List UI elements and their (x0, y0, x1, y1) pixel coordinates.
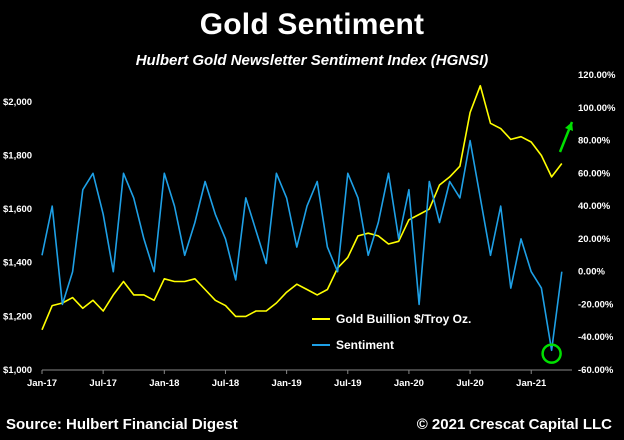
x-tick-label: Jul-17 (89, 378, 116, 389)
gold-price-line (41, 84, 563, 331)
x-tick-label: Jul-18 (212, 378, 239, 389)
series-layer (41, 84, 563, 352)
legend: Gold Buillion $/Troy Oz. Sentiment (312, 312, 471, 352)
x-tick-label: Jan-19 (272, 378, 302, 389)
annotation-layer (541, 121, 574, 364)
y-left-tick-label: $1,600 (3, 204, 32, 215)
y-left-tick-label: $1,400 (3, 258, 32, 269)
y-right-tick-label: -60.00% (578, 365, 614, 376)
y-right-tick-label: 120.00% (578, 70, 616, 81)
x-tick-label: Jan-21 (516, 378, 547, 389)
x-tick-label: Jul-20 (456, 378, 483, 389)
y-right-tick-label: 60.00% (578, 168, 611, 179)
legend-label-gold: Gold Buillion $/Troy Oz. (336, 312, 471, 326)
copyright-footnote: © 2021 Crescat Capital LLC (416, 416, 612, 433)
y-right-tick-label: 0.00% (578, 267, 605, 278)
x-tick-label: Jan-20 (394, 378, 424, 389)
x-tick-label: Jan-17 (27, 378, 57, 389)
y-right-tick-label: -40.00% (578, 332, 614, 343)
y-left-tick-label: $1,000 (3, 365, 32, 376)
y-right-tick-label: 20.00% (578, 234, 611, 245)
legend-label-sentiment: Sentiment (336, 338, 394, 352)
y-right-tick-label: 40.00% (578, 201, 611, 212)
y-right-tick-label: -20.00% (578, 299, 614, 310)
source-footnote: Source: Hulbert Financial Digest (6, 416, 238, 433)
chart-subtitle: Hulbert Gold Newsletter Sentiment Index … (135, 52, 489, 69)
trend-arrow-head (565, 122, 573, 131)
x-tick-label: Jul-19 (334, 378, 361, 389)
y-right-tick-label: 80.00% (578, 136, 611, 147)
y-right-axis: -60.00% -40.00% -20.00% 0.00% 20.00% 40.00% 60… (578, 70, 616, 376)
y-left-tick-label: $2,000 (3, 97, 32, 108)
sentiment-line (41, 139, 563, 352)
low-sentiment-circle (541, 343, 562, 364)
y-left-tick-label: $1,800 (3, 150, 32, 161)
y-left-tick-label: $1,200 (3, 311, 32, 322)
y-right-tick-label: 100.00% (578, 103, 616, 114)
x-axis: Jan-17 Jul-17 Jan-18 Jul-18 Jan-19 Jul-19 Jan-… (27, 370, 547, 389)
y-left-axis: $1,000 $1,200 $1,400 $1,600 $1,800 $2,000 (3, 97, 32, 376)
x-tick-label: Jan-18 (149, 378, 179, 389)
chart-title: Gold Sentiment (199, 8, 425, 41)
